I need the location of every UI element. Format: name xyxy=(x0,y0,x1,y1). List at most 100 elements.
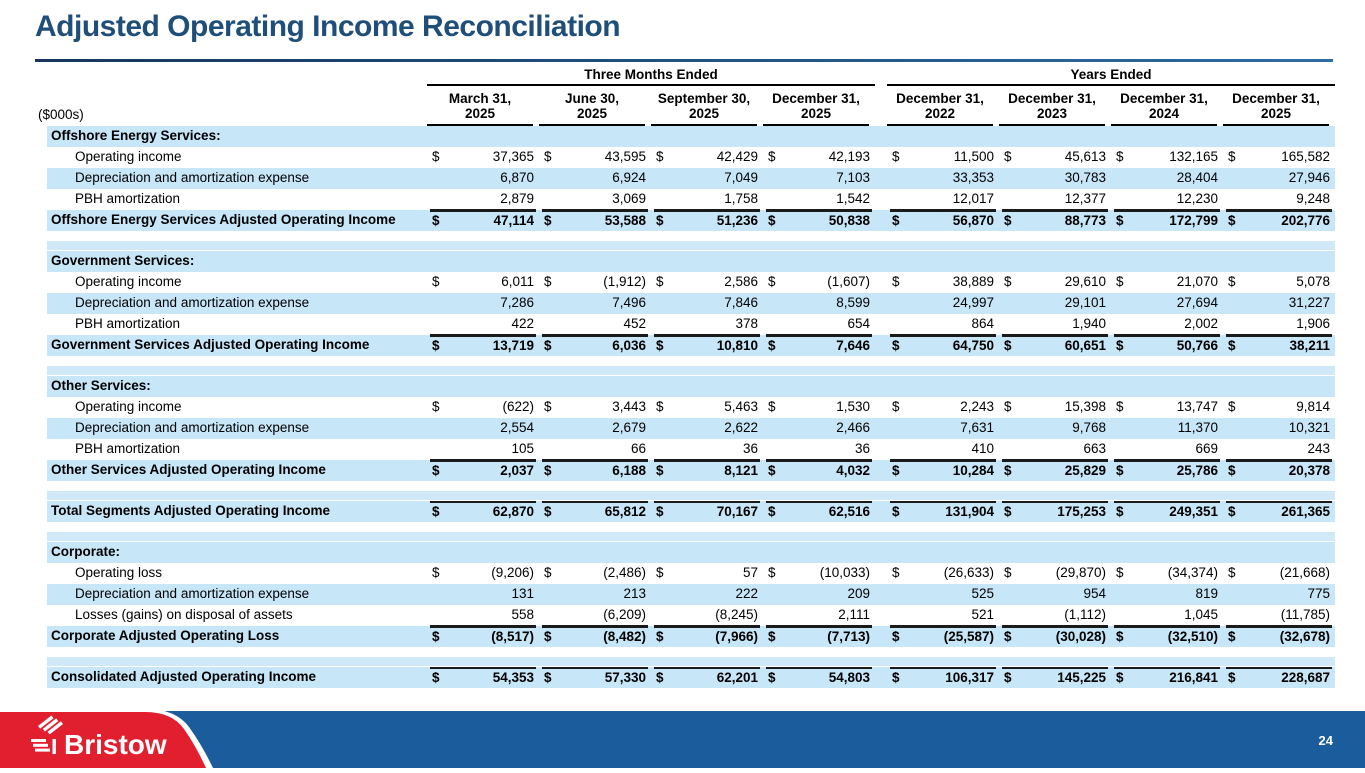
table-cell: $ (34,374) xyxy=(1114,563,1220,584)
cell-value: 216,841 xyxy=(1169,670,1218,686)
dollar-sign: $ xyxy=(656,670,664,686)
cell-value: 15,398 xyxy=(1064,399,1106,415)
table-cell: 525 xyxy=(890,584,996,605)
cell-value: 775 xyxy=(1307,586,1330,602)
cell-value: 62,516 xyxy=(828,504,870,520)
cell-value: 3,443 xyxy=(612,399,646,415)
dollar-sign: $ xyxy=(656,399,664,415)
table-cell: (6,209) xyxy=(542,605,648,626)
table-cell: 819 xyxy=(1114,584,1220,605)
page-title: Adjusted Operating Income Reconciliation xyxy=(35,10,621,43)
table-group-header-row: Three Months Ended Years Ended xyxy=(35,67,1335,86)
column-header: December 31, 2024 xyxy=(1111,91,1217,126)
column-header-year: 2025 xyxy=(800,106,832,122)
table-cell: 30,783 xyxy=(1002,168,1108,189)
column-header-date: December 31, xyxy=(1120,90,1208,106)
cell-value: 24,997 xyxy=(952,295,994,311)
cell-value: 525 xyxy=(971,586,994,602)
dollar-sign: $ xyxy=(544,149,552,165)
dollar-sign: $ xyxy=(1228,629,1236,645)
cell-value: 12,017 xyxy=(952,190,994,206)
table-cell: $56,870 xyxy=(890,210,996,231)
column-header-date: December 31, xyxy=(1008,90,1096,106)
dollar-sign: $ xyxy=(892,399,900,415)
cell-value: 819 xyxy=(1195,586,1218,602)
cell-value: (1,607) xyxy=(827,274,870,290)
table-cell: 2,111 xyxy=(766,605,872,626)
table-cell: $ (2,486) xyxy=(542,563,648,584)
dollar-sign: $ xyxy=(1228,274,1236,290)
row-label: Government Services Adjusted Operating I… xyxy=(51,337,370,353)
table-cell: 1,542 xyxy=(766,189,872,210)
dollar-sign: $ xyxy=(1004,213,1012,229)
table-cell: $70,167 xyxy=(654,501,760,522)
cell-value: 6,870 xyxy=(500,170,534,186)
cell-value: 7,496 xyxy=(612,295,646,311)
cell-value: 37,365 xyxy=(492,149,534,165)
dollar-sign: $ xyxy=(1004,338,1012,354)
cell-value: 57,330 xyxy=(604,670,646,686)
dollar-sign: $ xyxy=(544,463,552,479)
dollar-sign: $ xyxy=(544,338,552,354)
cell-value: 11,500 xyxy=(953,149,994,165)
cell-value: 43,595 xyxy=(604,149,646,165)
table-cell: 213 xyxy=(542,584,648,605)
table-cell: 7,286 xyxy=(430,293,536,314)
row-label: Operating income xyxy=(75,274,182,290)
spacer-row xyxy=(35,481,1335,501)
cell-value: (25,587) xyxy=(943,629,994,645)
cell-value: 27,946 xyxy=(1288,170,1330,186)
table-row: Consolidated Adjusted Operating Income $5… xyxy=(35,667,1335,688)
table-cell: $42,193 xyxy=(766,147,872,168)
table-row: Offshore Energy Services Adjusted Operat… xyxy=(35,210,1335,231)
table-cell: $ (7,966) xyxy=(654,626,760,647)
table-cell: 558 xyxy=(430,605,536,626)
table-cell: $ (1,607) xyxy=(766,272,872,293)
table-cell: 6,924 xyxy=(542,168,648,189)
cell-value: 7,049 xyxy=(724,170,758,186)
cell-value: (1,912) xyxy=(603,274,646,290)
cell-value: 7,286 xyxy=(500,295,534,311)
table-cell: 669 xyxy=(1114,439,1220,460)
dollar-sign: $ xyxy=(1116,565,1124,581)
dollar-sign: $ xyxy=(1004,149,1012,165)
table-cell: 410 xyxy=(890,439,996,460)
dollar-sign: $ xyxy=(1004,670,1012,686)
table-cell: $57 xyxy=(654,563,760,584)
table-cell: 105 xyxy=(430,439,536,460)
cell-value: (7,713) xyxy=(827,629,870,645)
row-label: Operating income xyxy=(75,399,182,415)
table-cell: $ (29,870) xyxy=(1002,563,1108,584)
cell-value: 9,768 xyxy=(1072,420,1106,436)
cell-value: 7,846 xyxy=(724,295,758,311)
table-cell: $172,799 xyxy=(1114,210,1220,231)
dollar-sign: $ xyxy=(768,338,776,354)
table-cell: 2,622 xyxy=(654,418,760,439)
table-cell: $10,810 xyxy=(654,335,760,356)
title-divider xyxy=(35,59,1333,62)
cell-value: 25,786 xyxy=(1176,463,1218,479)
dollar-sign: $ xyxy=(1116,670,1124,686)
cell-value: 1,045 xyxy=(1184,606,1218,622)
cell-value: 56,870 xyxy=(952,213,994,229)
dollar-sign: $ xyxy=(1116,149,1124,165)
cell-value: 36 xyxy=(742,440,758,456)
dollar-sign: $ xyxy=(1228,670,1236,686)
cell-value: 54,803 xyxy=(828,670,870,686)
table-cell: $50,766 xyxy=(1114,335,1220,356)
table-cell: $106,317 xyxy=(890,667,996,688)
cell-value: 42,429 xyxy=(716,149,758,165)
table-cell: 36 xyxy=(654,439,760,460)
dollar-sign: $ xyxy=(1228,504,1236,520)
table-cell: $ (7,713) xyxy=(766,626,872,647)
cell-value: 12,377 xyxy=(1064,190,1106,206)
dollar-sign: $ xyxy=(892,504,900,520)
column-header-year: 2022 xyxy=(924,106,956,122)
table-cell: $54,803 xyxy=(766,667,872,688)
cell-value: 521 xyxy=(971,606,994,622)
reconciliation-table: Three Months Ended Years Ended ($000s) M… xyxy=(35,67,1335,688)
table-cell: $132,165 xyxy=(1114,147,1220,168)
table-cell: 2,466 xyxy=(766,418,872,439)
cell-value: 132,165 xyxy=(1169,149,1218,165)
dollar-sign: $ xyxy=(892,629,900,645)
